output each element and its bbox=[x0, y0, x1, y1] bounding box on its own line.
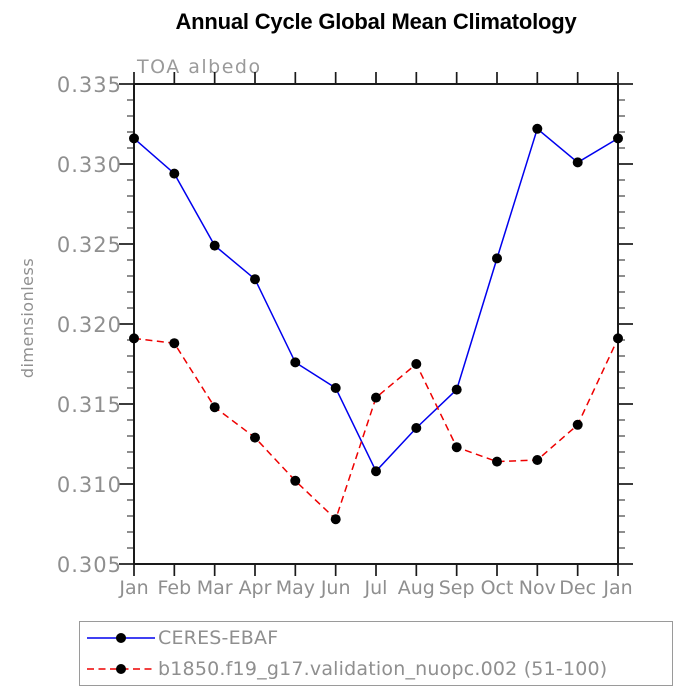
legend-item-model-run: b1850.f19_g17.validation_nuopc.002 (51-1… bbox=[86, 654, 672, 685]
x-tick-label: May bbox=[276, 577, 315, 599]
x-tick-label: Nov bbox=[519, 577, 556, 599]
data-point bbox=[451, 442, 462, 453]
x-tick-label: Jul bbox=[364, 577, 388, 599]
data-point bbox=[371, 466, 381, 477]
y-axis-title: dimensionless bbox=[18, 258, 37, 378]
data-point bbox=[250, 432, 260, 443]
legend-label: CERES-EBAF bbox=[158, 627, 279, 649]
major-ticks bbox=[119, 72, 633, 576]
data-series-lines bbox=[133, 127, 619, 521]
data-point bbox=[492, 253, 502, 264]
legend-marker-dot bbox=[116, 664, 126, 674]
x-tick-label: Feb bbox=[158, 577, 192, 599]
y-tick-label: 0.320 bbox=[57, 313, 122, 337]
data-point bbox=[129, 333, 139, 344]
y-tick-label: 0.305 bbox=[57, 553, 122, 577]
data-point bbox=[209, 240, 220, 251]
data-point bbox=[330, 383, 341, 393]
data-point bbox=[290, 475, 301, 486]
legend-item-ceres-ebaf: CERES-EBAF bbox=[86, 623, 672, 654]
data-point bbox=[411, 359, 422, 369]
x-tick-label: Dec bbox=[559, 577, 596, 599]
minor-ticks bbox=[127, 99, 625, 549]
data-point bbox=[492, 456, 502, 467]
data-point bbox=[613, 133, 623, 144]
data-point bbox=[169, 338, 180, 349]
x-tick-label: Aug bbox=[398, 577, 435, 599]
y-tick-label: 0.315 bbox=[57, 393, 122, 417]
x-tick-label: Jan bbox=[118, 577, 148, 599]
data-point bbox=[451, 384, 462, 395]
x-tick-label: Oct bbox=[481, 577, 514, 599]
chart-canvas: TOA albedo dimensionless Jan Feb Mar Apr May… bbox=[18, 56, 633, 599]
chart-title: Annual Cycle Global Mean Climatology bbox=[175, 9, 577, 34]
data-point bbox=[250, 274, 260, 285]
series-line-0 bbox=[133, 127, 619, 473]
x-tick-label: Sep bbox=[439, 577, 475, 599]
x-tick-label: Apr bbox=[239, 577, 272, 599]
y-tick-label: 0.330 bbox=[57, 153, 122, 177]
data-point bbox=[371, 392, 381, 403]
legend-line-sample-dashed bbox=[87, 664, 155, 674]
data-point bbox=[169, 168, 180, 179]
x-tick-label: Jan bbox=[602, 577, 632, 599]
series-line-1 bbox=[133, 337, 619, 521]
data-point bbox=[290, 357, 301, 368]
chart-subtitle: TOA albedo bbox=[136, 56, 262, 78]
data-point bbox=[572, 419, 583, 430]
x-tick-label: Mar bbox=[197, 577, 233, 599]
legend-box: CERES-EBAF b1850.f19_g17.validation_nuop… bbox=[79, 621, 673, 686]
data-point bbox=[532, 123, 543, 134]
data-point bbox=[532, 455, 543, 465]
data-point bbox=[411, 423, 422, 433]
legend-marker-dot bbox=[116, 633, 126, 643]
x-tick-label: Jun bbox=[320, 577, 351, 599]
plot-frame bbox=[133, 83, 619, 565]
legend-line-sample-solid bbox=[87, 633, 155, 643]
data-point bbox=[129, 133, 139, 144]
data-point bbox=[572, 157, 583, 168]
data-point bbox=[613, 333, 623, 344]
legend-label: b1850.f19_g17.validation_nuopc.002 (51-1… bbox=[158, 658, 608, 680]
data-point bbox=[330, 514, 341, 525]
y-tick-label: 0.335 bbox=[57, 73, 122, 97]
data-point bbox=[209, 402, 220, 413]
y-tick-label: 0.325 bbox=[57, 233, 122, 257]
y-tick-label: 0.310 bbox=[57, 473, 122, 497]
data-series-markers bbox=[129, 123, 623, 525]
axis-tick-labels: Jan Feb Mar Apr May Jun Jul Aug Sep Oct Nov Dec Jan0… bbox=[57, 73, 633, 599]
